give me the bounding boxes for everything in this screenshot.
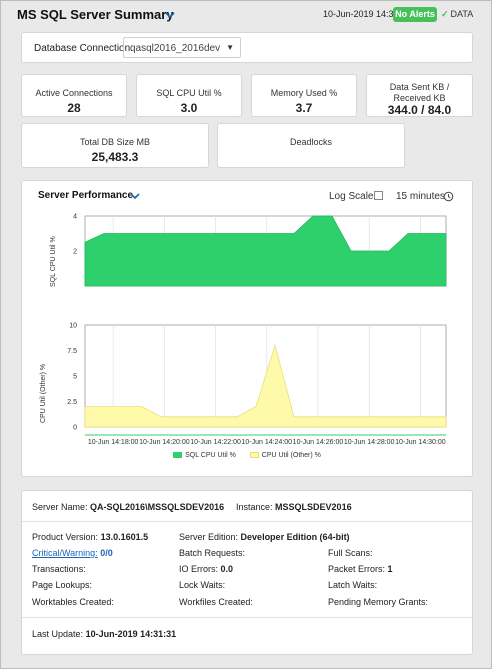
y-tick-label: 0 bbox=[73, 425, 77, 432]
connection-panel: Database Connection: qasql2016_2016dev ▼ bbox=[21, 32, 473, 63]
critical-warning: Critical/Warning: 0/0 bbox=[32, 548, 113, 558]
header-timestamp: 10-Jun-2019 14:31 bbox=[323, 9, 399, 19]
product-version: Product Version: 13.0.1601.5 bbox=[32, 532, 148, 542]
chevron-down-icon[interactable] bbox=[165, 10, 175, 22]
full-scans: Full Scans: bbox=[328, 548, 373, 558]
chevron-down-icon[interactable] bbox=[130, 191, 140, 203]
worktables-created: Worktables Created: bbox=[32, 597, 114, 607]
connection-label: Database Connection: bbox=[34, 43, 133, 54]
io-errors-label: IO Errors: bbox=[179, 564, 219, 574]
kpi-deadlocks[interactable]: Deadlocks bbox=[217, 123, 405, 168]
time-range-label[interactable]: 15 minutes bbox=[396, 191, 445, 202]
x-tick-label: 10-Jun 14:26:00 bbox=[293, 439, 344, 446]
last-update-label: Last Update: bbox=[32, 629, 84, 639]
server-performance-panel: Server Performance Log Scale: 15 minutes… bbox=[21, 180, 473, 477]
x-tick-label: 10-Jun 14:18:00 bbox=[88, 439, 139, 446]
y-tick-label: 10 bbox=[69, 323, 77, 330]
server-info-panel: Server Name: QA-SQL2016\MSSQLSDEV2016 In… bbox=[21, 490, 473, 655]
legend-item[interactable]: SQL CPU Util % bbox=[173, 452, 236, 459]
last-update: Last Update: 10-Jun-2019 14:31:31 bbox=[32, 629, 176, 639]
server-edition-value: Developer Edition (64-bit) bbox=[240, 532, 350, 542]
check-icon: ✓ bbox=[441, 9, 449, 19]
last-update-value: 10-Jun-2019 14:31:31 bbox=[85, 629, 177, 639]
kpi-label: Total DB Size MB bbox=[79, 137, 151, 147]
page-header: MS SQL Server Summary 10-Jun-2019 14:31 … bbox=[1, 1, 491, 29]
divider bbox=[22, 617, 472, 618]
io-errors: IO Errors: 0.0 bbox=[179, 564, 233, 574]
y-tick-label: 2 bbox=[73, 249, 77, 256]
server-name: Server Name: QA-SQL2016\MSSQLSDEV2016 bbox=[32, 502, 224, 512]
kpi-sql-cpu-util[interactable]: SQL CPU Util % 3.0 bbox=[136, 74, 242, 117]
kpi-value: 28 bbox=[67, 101, 81, 115]
x-tick-label: 10-Jun 14:24:00 bbox=[241, 439, 292, 446]
packet-errors: Packet Errors: 1 bbox=[328, 564, 393, 574]
log-scale-checkbox[interactable] bbox=[374, 191, 383, 200]
kpi-memory-used[interactable]: Memory Used % 3.7 bbox=[251, 74, 357, 117]
critical-warning-value: 0/0 bbox=[100, 548, 113, 558]
packet-errors-label: Packet Errors: bbox=[328, 564, 386, 574]
chart-legend: SQL CPU Util % CPU Util (Other) % bbox=[22, 452, 472, 459]
lock-waits: Lock Waits: bbox=[179, 580, 226, 590]
io-errors-value: 0.0 bbox=[220, 564, 234, 574]
clock-icon[interactable] bbox=[443, 191, 454, 205]
legend-label: CPU Util (Other) % bbox=[261, 452, 321, 459]
instance-value: MSSQLSDEV2016 bbox=[275, 502, 352, 512]
data-indicator-label: DATA bbox=[450, 9, 474, 19]
kpi-active-connections[interactable]: Active Connections 28 bbox=[21, 74, 127, 117]
workfiles-created: Workfiles Created: bbox=[179, 597, 253, 607]
product-version-value: 13.0.1601.5 bbox=[100, 532, 149, 542]
series-area-1 bbox=[84, 215, 447, 287]
kpi-label: SQL CPU Util % bbox=[156, 88, 222, 98]
performance-title: Server Performance bbox=[38, 190, 134, 201]
packet-errors-value: 1 bbox=[387, 564, 393, 574]
instance: Instance: MSSQLSDEV2016 bbox=[236, 502, 352, 512]
kpi-value: 344.0 / 84.0 bbox=[387, 103, 452, 117]
y-tick-label: 4 bbox=[73, 214, 77, 221]
kpi-label: Data Sent KB / Received KB bbox=[389, 82, 450, 103]
connection-select[interactable]: qasql2016_2016dev ▼ bbox=[123, 37, 241, 58]
kpi-value: 3.0 bbox=[180, 101, 198, 115]
connection-selected-value: qasql2016_2016dev bbox=[130, 43, 221, 54]
latch-waits: Latch Waits: bbox=[328, 580, 378, 590]
transactions: Transactions: bbox=[32, 564, 86, 574]
batch-requests: Batch Requests: bbox=[179, 548, 246, 558]
kpi-value: 25,483.3 bbox=[91, 150, 139, 164]
performance-chart: 2 4 0 2.5 5 7.5 10 10-Jun 14:18:00 10-Jun 14:20:… bbox=[67, 214, 447, 446]
product-version-label: Product Version: bbox=[32, 532, 99, 542]
divider bbox=[22, 521, 472, 522]
legend-swatch-sql bbox=[173, 452, 183, 459]
y-tick-label: 7.5 bbox=[67, 348, 77, 355]
kpi-value: 3.7 bbox=[295, 101, 313, 115]
series-area-2 bbox=[84, 343, 447, 428]
kpi-total-db-size[interactable]: Total DB Size MB 25,483.3 bbox=[21, 123, 209, 168]
page-lookups: Page Lookups: bbox=[32, 580, 93, 590]
y-tick-label: 5 bbox=[73, 374, 77, 381]
server-name-label: Server Name: bbox=[32, 502, 88, 512]
x-tick-label: 10-Jun 14:30:00 bbox=[395, 439, 446, 446]
kpi-label: Deadlocks bbox=[289, 137, 333, 147]
y-tick-label: 2.5 bbox=[67, 399, 77, 406]
page-title: MS SQL Server Summary bbox=[17, 7, 174, 22]
kpi-label: Active Connections bbox=[35, 88, 113, 98]
pending-memory-grants: Pending Memory Grants: bbox=[328, 597, 429, 607]
x-tick-label: 10-Jun 14:22:00 bbox=[190, 439, 241, 446]
server-name-value: QA-SQL2016\MSSQLSDEV2016 bbox=[90, 502, 225, 512]
kpi-label: Memory Used % bbox=[270, 88, 338, 98]
server-edition-label: Server Edition: bbox=[179, 532, 239, 542]
x-tick-label: 10-Jun 14:20:00 bbox=[139, 439, 190, 446]
server-edition: Server Edition: Developer Edition (64-bi… bbox=[179, 532, 350, 542]
legend-item[interactable]: CPU Util (Other) % bbox=[249, 452, 321, 459]
data-indicator: ✓ DATA bbox=[441, 9, 473, 20]
critical-warning-link[interactable]: Critical/Warning: bbox=[32, 548, 98, 558]
legend-label: SQL CPU Util % bbox=[185, 452, 236, 459]
kpi-data-sent-received[interactable]: Data Sent KB / Received KB 344.0 / 84.0 bbox=[366, 74, 473, 117]
alert-status-badge[interactable]: No Alerts bbox=[393, 7, 437, 22]
legend-swatch-other bbox=[249, 452, 259, 459]
x-tick-label: 10-Jun 14:28:00 bbox=[344, 439, 395, 446]
instance-label: Instance: bbox=[236, 502, 273, 512]
dropdown-arrow-icon: ▼ bbox=[226, 43, 234, 52]
log-scale-label: Log Scale: bbox=[329, 191, 377, 202]
